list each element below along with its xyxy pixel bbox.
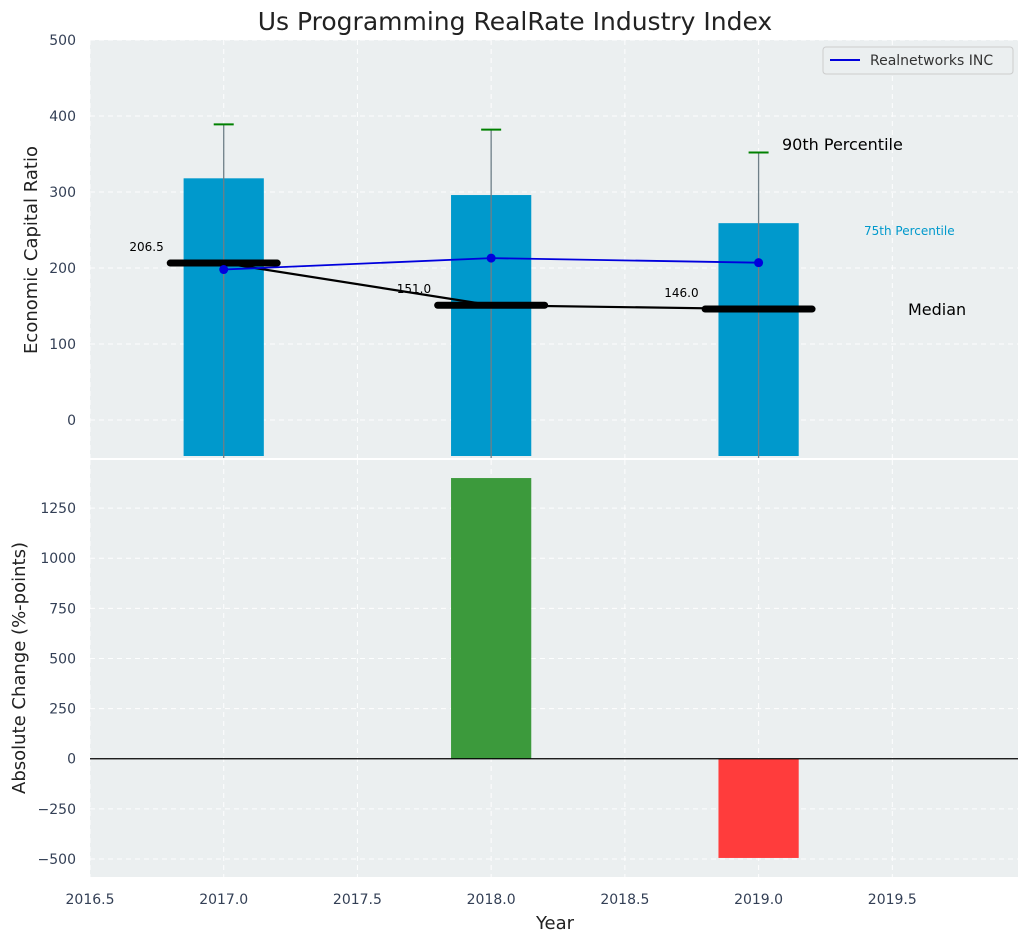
x-tick-label-5: 2019.0 [734, 892, 783, 908]
change-bar-2018 [451, 478, 532, 759]
bottom-y-tick-label-7: 1250 [40, 501, 76, 517]
bottom-y-tick-label-5: 750 [49, 601, 76, 617]
median-line: 206.5 151.0 146.0 [129, 240, 816, 313]
bottom-y-tick-label-0: −500 [38, 852, 76, 868]
company-line [219, 253, 764, 275]
top-y-tick-label-1: 100 [49, 337, 76, 353]
bottom-y-tick-label-1: −250 [38, 802, 76, 818]
company-point-2018 [486, 253, 496, 263]
legend: Realnetworks INC [822, 46, 1014, 75]
x-tick-label-2: 2017.5 [333, 892, 382, 908]
bottom-y-tick-label-6: 1000 [40, 551, 76, 567]
x-tick-label-4: 2018.5 [600, 892, 649, 908]
top-y-tick-label-5: 500 [49, 33, 76, 49]
bottom-plot-area [90, 460, 1018, 877]
top-whiskers [213, 123, 769, 458]
bottom-y-tick-label-2: 0 [67, 752, 76, 768]
median-label: Median [908, 300, 966, 319]
p75-label: 75th Percentile [864, 224, 955, 238]
top-annotations: 90th Percentile 75th Percentile Median [782, 135, 966, 319]
median-value-label-2019: 146.0 [664, 286, 698, 300]
x-tick-label-6: 2019.5 [868, 892, 917, 908]
company-point-2017 [219, 265, 229, 275]
bottom-x-ticks: 2016.5 2017.0 2017.5 2018.0 2018.5 2019.0 2019… [66, 892, 917, 908]
top-y-ticks: 0 100 200 300 400 500 [49, 33, 76, 429]
x-tick-label-3: 2018.0 [467, 892, 516, 908]
top-y-tick-label-0: 0 [67, 413, 76, 429]
chart-title: Us Programming RealRate Industry Index [258, 7, 772, 36]
bottom-y-tick-label-3: 250 [49, 702, 76, 718]
legend-box [822, 46, 1014, 75]
bottom-y-ticks: −500 −250 0 250 500 750 1000 1250 [38, 501, 76, 868]
x-tick-label-0: 2016.5 [66, 892, 115, 908]
top-y-axis-label: Economic Capital Ratio [21, 146, 42, 354]
legend-label: Realnetworks INC [870, 53, 993, 69]
bottom-y-tick-label-4: 500 [49, 651, 76, 667]
bottom-y-axis-label: Absolute Change (%-points) [9, 542, 30, 794]
top-y-tick-label-2: 200 [49, 261, 76, 277]
median-value-label-2017: 206.5 [129, 240, 163, 254]
median-value-label-2018: 151.0 [397, 282, 431, 296]
x-axis-label: Year [535, 913, 575, 934]
bottom-bars [451, 478, 799, 858]
x-tick-label-1: 2017.0 [199, 892, 248, 908]
change-bar-2019 [718, 758, 799, 858]
p90-label: 90th Percentile [782, 135, 903, 154]
top-y-tick-label-4: 400 [49, 109, 76, 125]
top-y-tick-label-3: 300 [49, 185, 76, 201]
company-point-2019 [754, 258, 764, 268]
